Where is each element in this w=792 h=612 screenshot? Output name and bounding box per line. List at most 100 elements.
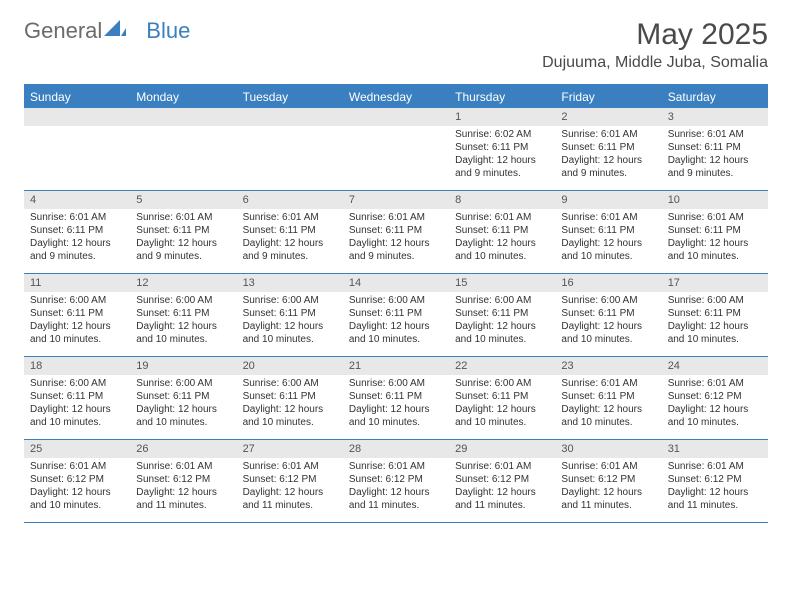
day-info-line: Daylight: 12 hours and 9 minutes. <box>136 237 230 263</box>
day-info-line: Sunrise: 6:01 AM <box>136 211 230 224</box>
day-body: Sunrise: 6:00 AMSunset: 6:11 PMDaylight:… <box>555 292 661 350</box>
day-info-line: Daylight: 12 hours and 9 minutes. <box>455 154 549 180</box>
day-info-line: Sunrise: 6:01 AM <box>561 128 655 141</box>
day-cell: 23Sunrise: 6:01 AMSunset: 6:11 PMDayligh… <box>555 357 661 439</box>
day-info-line: Sunrise: 6:01 AM <box>668 460 762 473</box>
day-cell: 15Sunrise: 6:00 AMSunset: 6:11 PMDayligh… <box>449 274 555 356</box>
day-body: Sunrise: 6:00 AMSunset: 6:11 PMDaylight:… <box>237 292 343 350</box>
day-cell: 28Sunrise: 6:01 AMSunset: 6:12 PMDayligh… <box>343 440 449 522</box>
day-cell: 11Sunrise: 6:00 AMSunset: 6:11 PMDayligh… <box>24 274 130 356</box>
day-number: 28 <box>343 440 449 458</box>
day-info-line: Sunrise: 6:00 AM <box>30 294 124 307</box>
day-cell: 12Sunrise: 6:00 AMSunset: 6:11 PMDayligh… <box>130 274 236 356</box>
day-info-line: Sunset: 6:12 PM <box>30 473 124 486</box>
day-cell: 10Sunrise: 6:01 AMSunset: 6:11 PMDayligh… <box>662 191 768 273</box>
day-info-line: Sunset: 6:12 PM <box>455 473 549 486</box>
logo: General Blue <box>24 18 190 44</box>
day-info-line: Daylight: 12 hours and 9 minutes. <box>243 237 337 263</box>
day-number: 16 <box>555 274 661 292</box>
day-info-line: Sunrise: 6:00 AM <box>455 294 549 307</box>
day-cell: 17Sunrise: 6:00 AMSunset: 6:11 PMDayligh… <box>662 274 768 356</box>
day-info-line: Daylight: 12 hours and 10 minutes. <box>561 237 655 263</box>
dow-cell: Monday <box>130 86 236 108</box>
day-cell: 4Sunrise: 6:01 AMSunset: 6:11 PMDaylight… <box>24 191 130 273</box>
day-cell: 24Sunrise: 6:01 AMSunset: 6:12 PMDayligh… <box>662 357 768 439</box>
day-number: 25 <box>24 440 130 458</box>
week-row: 18Sunrise: 6:00 AMSunset: 6:11 PMDayligh… <box>24 357 768 440</box>
day-info-line: Sunrise: 6:01 AM <box>561 377 655 390</box>
day-body: Sunrise: 6:01 AMSunset: 6:11 PMDaylight:… <box>130 209 236 267</box>
day-info-line: Sunset: 6:11 PM <box>455 390 549 403</box>
week-row: 25Sunrise: 6:01 AMSunset: 6:12 PMDayligh… <box>24 440 768 523</box>
day-number: 8 <box>449 191 555 209</box>
dow-cell: Thursday <box>449 86 555 108</box>
day-info-line: Daylight: 12 hours and 9 minutes. <box>349 237 443 263</box>
day-info-line: Sunset: 6:11 PM <box>561 224 655 237</box>
day-number: 3 <box>662 108 768 126</box>
day-body: Sunrise: 6:01 AMSunset: 6:12 PMDaylight:… <box>662 375 768 433</box>
day-info-line: Sunrise: 6:01 AM <box>30 211 124 224</box>
day-number: 7 <box>343 191 449 209</box>
day-body: Sunrise: 6:01 AMSunset: 6:12 PMDaylight:… <box>662 458 768 516</box>
day-body <box>130 126 236 132</box>
day-body: Sunrise: 6:01 AMSunset: 6:11 PMDaylight:… <box>449 209 555 267</box>
day-info-line: Sunrise: 6:01 AM <box>136 460 230 473</box>
day-info-line: Sunrise: 6:00 AM <box>455 377 549 390</box>
day-info-line: Sunset: 6:11 PM <box>30 390 124 403</box>
day-info-line: Sunrise: 6:00 AM <box>243 377 337 390</box>
day-number: 4 <box>24 191 130 209</box>
day-info-line: Daylight: 12 hours and 11 minutes. <box>243 486 337 512</box>
empty-day-number <box>24 108 130 126</box>
day-number: 21 <box>343 357 449 375</box>
day-number: 10 <box>662 191 768 209</box>
day-info-line: Daylight: 12 hours and 10 minutes. <box>243 403 337 429</box>
dow-cell: Sunday <box>24 86 130 108</box>
day-body: Sunrise: 6:00 AMSunset: 6:11 PMDaylight:… <box>662 292 768 350</box>
day-info-line: Sunset: 6:12 PM <box>668 473 762 486</box>
day-number: 31 <box>662 440 768 458</box>
day-info-line: Daylight: 12 hours and 10 minutes. <box>455 403 549 429</box>
day-body: Sunrise: 6:02 AMSunset: 6:11 PMDaylight:… <box>449 126 555 184</box>
day-info-line: Daylight: 12 hours and 10 minutes. <box>243 320 337 346</box>
day-info-line: Sunset: 6:12 PM <box>668 390 762 403</box>
day-body: Sunrise: 6:00 AMSunset: 6:11 PMDaylight:… <box>343 292 449 350</box>
day-info-line: Sunset: 6:11 PM <box>136 390 230 403</box>
logo-sail-icon <box>104 18 126 44</box>
day-cell: 3Sunrise: 6:01 AMSunset: 6:11 PMDaylight… <box>662 108 768 190</box>
day-body: Sunrise: 6:01 AMSunset: 6:12 PMDaylight:… <box>449 458 555 516</box>
day-cell <box>130 108 236 190</box>
day-number: 17 <box>662 274 768 292</box>
day-info-line: Sunset: 6:11 PM <box>668 224 762 237</box>
day-info-line: Sunrise: 6:01 AM <box>243 211 337 224</box>
day-info-line: Sunset: 6:12 PM <box>136 473 230 486</box>
day-cell: 22Sunrise: 6:00 AMSunset: 6:11 PMDayligh… <box>449 357 555 439</box>
day-info-line: Daylight: 12 hours and 10 minutes. <box>668 237 762 263</box>
day-number: 6 <box>237 191 343 209</box>
day-info-line: Sunrise: 6:01 AM <box>455 211 549 224</box>
day-info-line: Sunrise: 6:01 AM <box>349 460 443 473</box>
day-cell: 16Sunrise: 6:00 AMSunset: 6:11 PMDayligh… <box>555 274 661 356</box>
day-cell: 27Sunrise: 6:01 AMSunset: 6:12 PMDayligh… <box>237 440 343 522</box>
empty-day-number <box>130 108 236 126</box>
day-cell: 20Sunrise: 6:00 AMSunset: 6:11 PMDayligh… <box>237 357 343 439</box>
day-info-line: Daylight: 12 hours and 10 minutes. <box>349 320 443 346</box>
day-body: Sunrise: 6:00 AMSunset: 6:11 PMDaylight:… <box>449 375 555 433</box>
day-cell: 21Sunrise: 6:00 AMSunset: 6:11 PMDayligh… <box>343 357 449 439</box>
day-body <box>237 126 343 132</box>
day-cell <box>24 108 130 190</box>
day-info-line: Sunset: 6:11 PM <box>30 307 124 320</box>
day-info-line: Sunrise: 6:01 AM <box>243 460 337 473</box>
day-info-line: Sunset: 6:11 PM <box>349 390 443 403</box>
day-info-line: Daylight: 12 hours and 10 minutes. <box>30 320 124 346</box>
day-cell: 6Sunrise: 6:01 AMSunset: 6:11 PMDaylight… <box>237 191 343 273</box>
day-body: Sunrise: 6:01 AMSunset: 6:11 PMDaylight:… <box>555 375 661 433</box>
day-info-line: Daylight: 12 hours and 10 minutes. <box>668 403 762 429</box>
location-label: Dujuuma, Middle Juba, Somalia <box>542 54 768 72</box>
day-info-line: Sunset: 6:11 PM <box>136 224 230 237</box>
day-number: 29 <box>449 440 555 458</box>
day-info-line: Sunrise: 6:00 AM <box>561 294 655 307</box>
day-cell: 18Sunrise: 6:00 AMSunset: 6:11 PMDayligh… <box>24 357 130 439</box>
day-body: Sunrise: 6:00 AMSunset: 6:11 PMDaylight:… <box>130 292 236 350</box>
day-info-line: Sunset: 6:11 PM <box>349 307 443 320</box>
day-info-line: Sunrise: 6:02 AM <box>455 128 549 141</box>
